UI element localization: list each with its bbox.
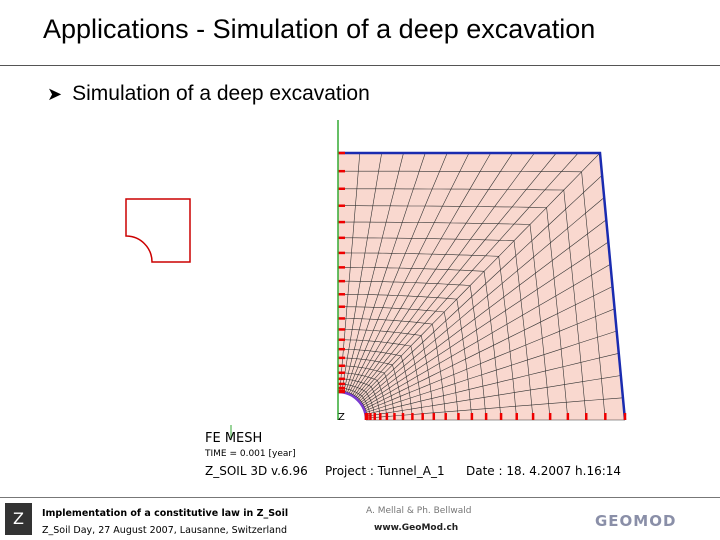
mesh-line <box>361 219 607 405</box>
mesh-line <box>343 152 404 393</box>
figure-software: Z_SOIL 3D v.6.96 <box>205 464 308 478</box>
mesh-line <box>362 241 609 407</box>
mesh-line <box>353 152 535 397</box>
footer-logo-left: Z <box>5 503 32 535</box>
mesh-line <box>354 152 557 398</box>
mesh-line <box>358 175 603 402</box>
fe-mesh <box>337 151 627 421</box>
mesh-line <box>360 197 605 404</box>
mesh-fill <box>338 153 625 420</box>
figure-time: TIME = 0.001 [year] <box>205 449 296 459</box>
footer-line2: Z_Soil Day, 27 August 2007, Lausanne, Sw… <box>42 525 288 536</box>
axis-z: Z <box>338 412 345 423</box>
mesh-line <box>365 375 621 417</box>
mesh-line <box>344 152 426 394</box>
slide-title: Applications - Simulation of a deep exca… <box>43 14 596 44</box>
mesh-line <box>362 264 611 408</box>
figure-date: Date : 18. 4.2007 h.16:14 <box>466 464 622 478</box>
boundary-blue <box>338 151 627 421</box>
title-rule <box>0 65 720 66</box>
mesh-line <box>339 152 361 393</box>
mesh-line <box>365 353 619 415</box>
mesh-line <box>363 286 613 410</box>
mesh-line <box>364 330 617 414</box>
mesh-line <box>348 152 470 395</box>
geometry-outline <box>125 198 191 263</box>
mesh-line <box>357 152 601 401</box>
mesh-line <box>351 152 513 396</box>
mesh-line <box>356 152 579 400</box>
footer-logo: GEOMOD <box>595 512 677 530</box>
figure-project: Project : Tunnel_A_1 <box>325 464 445 478</box>
bullet-text: Simulation of a deep excavation <box>72 82 370 105</box>
figure-label: FE MESH <box>205 431 263 446</box>
mesh-line <box>364 308 615 412</box>
footer-url: www.GeoMod.ch <box>374 523 459 533</box>
footer-authors: A. Mellal & Ph. Bellwald <box>366 506 472 516</box>
mesh-figure: Z <box>125 120 627 440</box>
mesh-line <box>365 397 623 419</box>
mesh-line <box>346 152 448 394</box>
footer-rule <box>0 497 720 498</box>
bullet-item: ➤ Simulation of a deep excavation <box>47 82 370 105</box>
footer-line1: Implementation of a constitutive law in … <box>42 508 289 519</box>
mesh-line <box>341 152 382 393</box>
mesh-line <box>350 152 492 396</box>
